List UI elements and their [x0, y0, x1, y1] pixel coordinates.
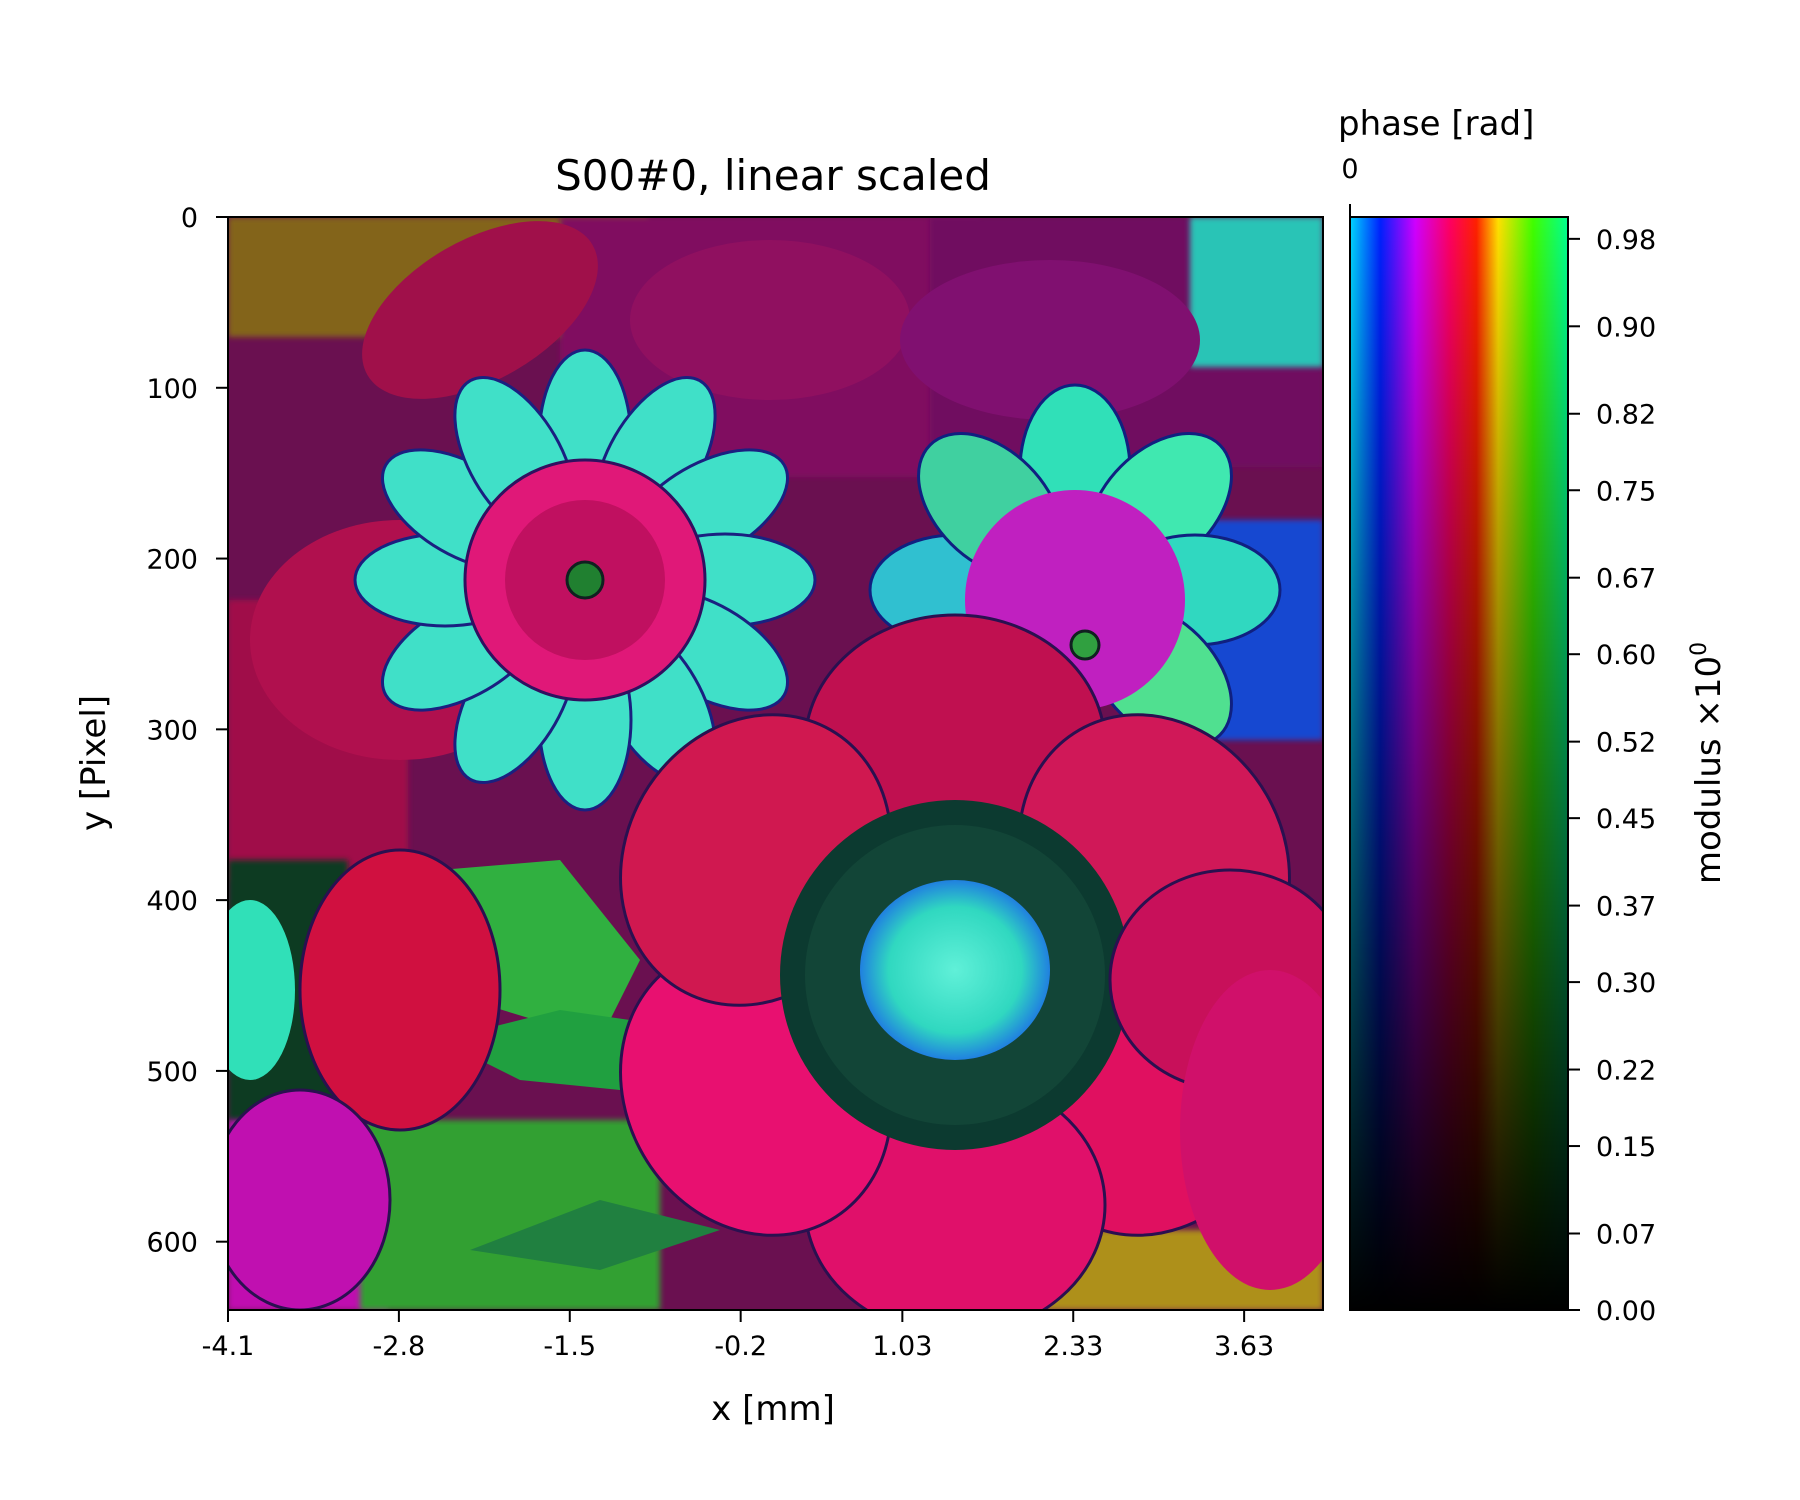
plot-frame: [227, 216, 1324, 1311]
y-tick-label: 300: [146, 715, 198, 746]
colorbar-tick-label: 0.98: [1596, 225, 1656, 256]
colorbar-tick-label: 0.00: [1596, 1296, 1656, 1327]
colorbar-tick-label: 0.82: [1596, 400, 1656, 431]
colorbar-modulus-shade: [1350, 217, 1568, 1310]
colorbar-tick-label: 0.90: [1596, 312, 1656, 343]
colorbar-tick-label: 0.22: [1596, 1056, 1656, 1087]
x-tick-label: 1.03: [872, 1331, 932, 1362]
colorbar-top-tick: 0: [1341, 154, 1358, 185]
colorbar-tick-label: 0.37: [1596, 892, 1656, 923]
colorbar-tick-label: 0.60: [1596, 640, 1656, 671]
colorbar-tick-label: 0.30: [1596, 968, 1656, 999]
colorbar-frame: [1349, 216, 1569, 1311]
y-tick-label: 400: [146, 886, 198, 917]
x-axis: -4.1 -2.8 -1.5 -0.2 1.03 2.33 3.63: [202, 1310, 1274, 1362]
colorbar-tick-label: 0.67: [1596, 564, 1656, 595]
colorbar-tick-label: 0.15: [1596, 1132, 1656, 1163]
x-tick-label: -4.1: [202, 1331, 255, 1362]
colorbar-tick-label: 0.07: [1596, 1219, 1656, 1250]
chart-title: S00#0, linear scaled: [555, 151, 991, 200]
colorbar-modulus-label-exp: 0: [1687, 642, 1712, 656]
y-tick-label: 0: [181, 203, 198, 234]
heatmap-image: [228, 217, 1323, 1310]
y-tick-label: 200: [146, 545, 198, 576]
y-axis-label: y [Pixel]: [74, 695, 114, 831]
y-axis: 0 100 200 300 400 500 600: [146, 203, 228, 1259]
x-axis-label: x [mm]: [711, 1389, 835, 1429]
x-tick-label: -0.2: [714, 1331, 767, 1362]
x-tick-label: 3.63: [1214, 1331, 1274, 1362]
colorbar-tick-label: 0.52: [1596, 728, 1656, 759]
colorbar-tick-label: 0.45: [1596, 804, 1656, 835]
colorbar-modulus-label-main: modulus ×10: [1689, 656, 1729, 884]
y-tick-label: 600: [146, 1228, 198, 1259]
colorbar-modulus-label: modulus ×100: [1687, 642, 1729, 884]
y-tick-label: 500: [146, 1057, 198, 1088]
colorbar-ticks: 0.98 0.90 0.82 0.75 0.67 0.60 0.52 0.45 0.37 0.30…: [1568, 225, 1656, 1327]
left-flower: [353, 348, 817, 812]
x-tick-label: -1.5: [543, 1331, 596, 1362]
x-tick-label: 2.33: [1043, 1331, 1103, 1362]
colorbar: 0 phase [rad] 0.980.900.820.750.670.600.…: [1338, 104, 1729, 1327]
colorbar-phase-label: phase [rad]: [1338, 104, 1534, 144]
large-red-flower: [619, 613, 1291, 1310]
colorbar-tick-label: 0.75: [1596, 476, 1656, 507]
x-tick-label: -2.8: [373, 1331, 426, 1362]
y-tick-label: 100: [146, 374, 198, 405]
